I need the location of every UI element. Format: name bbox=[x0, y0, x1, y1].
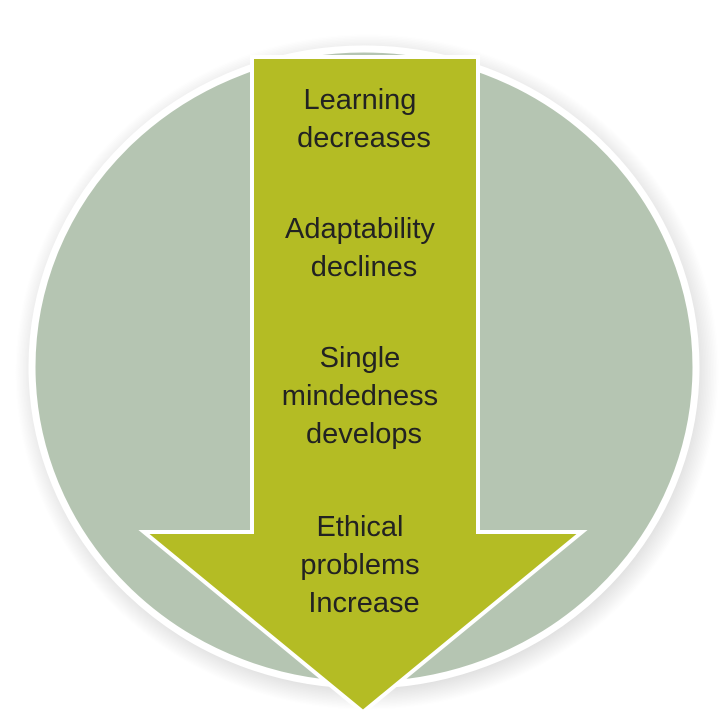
down-arrow bbox=[138, 55, 588, 715]
step-learning-decreases: Learning decreases bbox=[297, 84, 431, 154]
step-single-mindedness-develops: Single mindedness develops bbox=[282, 342, 446, 450]
step-line: problems bbox=[300, 549, 419, 581]
step-line: Ethical bbox=[316, 511, 403, 543]
step-line: Single bbox=[320, 342, 401, 374]
step-line: decreases bbox=[297, 122, 431, 154]
step-line: Adaptability bbox=[285, 213, 435, 245]
step-line: Learning bbox=[304, 84, 417, 116]
step-line: declines bbox=[311, 251, 417, 283]
step-adaptability-declines: Adaptability declines bbox=[285, 213, 443, 283]
step-line: Increase bbox=[308, 587, 419, 619]
step-ethical-problems-increase: Ethical problems Increase bbox=[300, 511, 427, 619]
step-line: develops bbox=[306, 418, 422, 450]
step-line: mindedness bbox=[282, 380, 438, 412]
